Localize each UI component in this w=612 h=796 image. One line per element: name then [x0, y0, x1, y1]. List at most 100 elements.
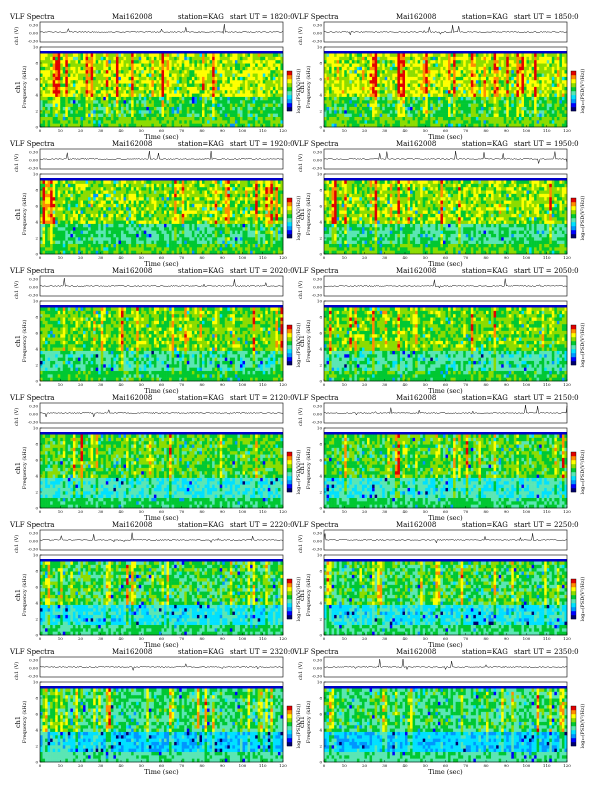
spectrogram-cell	[367, 60, 370, 64]
spectrogram-cell	[327, 80, 330, 84]
spectrogram-cell	[63, 214, 66, 218]
spectrogram-cell	[473, 94, 476, 98]
spectrogram-cell	[101, 114, 104, 118]
spectrogram-cell	[86, 64, 89, 68]
spectrogram-cell	[275, 54, 278, 58]
spectrogram-cell	[210, 64, 213, 68]
spectrogram-cell	[245, 60, 248, 64]
spectrogram-cell	[478, 77, 481, 81]
spectrogram-cell	[461, 94, 464, 98]
spectrogram-cell	[334, 54, 337, 58]
spectrogram-cell	[199, 104, 202, 108]
spectrogram-cell	[96, 237, 99, 241]
spectrogram-cell	[199, 64, 202, 68]
spectrogram-cell	[162, 57, 165, 61]
spectrogram-cell	[327, 54, 330, 58]
spectrogram-cell	[527, 74, 530, 78]
spectrogram-cell	[446, 117, 449, 121]
spectrogram-cell	[539, 87, 542, 91]
spectrogram-cell	[504, 70, 507, 74]
spectrogram-cell	[172, 100, 175, 104]
spectrogram-cell	[63, 231, 66, 235]
spectrogram-cell	[108, 227, 111, 231]
spectrogram-cell	[65, 104, 68, 108]
spectrogram-cell	[418, 64, 421, 68]
spectrogram-cell	[48, 201, 51, 205]
spectrogram-cell	[456, 120, 459, 124]
spectrogram-cell	[347, 87, 350, 91]
spectrogram-cell	[220, 60, 223, 64]
time-tick-label: 40	[402, 128, 408, 133]
spectrogram-cell	[483, 94, 486, 98]
spectrogram-cell	[344, 70, 347, 74]
spectrogram-cell	[463, 110, 466, 114]
spectrogram-cell	[253, 74, 256, 78]
spectrogram-cell	[81, 194, 84, 198]
spectrogram-cell	[263, 120, 266, 124]
spectrogram-cell	[187, 77, 190, 81]
spectrogram-cell	[93, 84, 96, 88]
spectrogram-cell	[532, 100, 535, 104]
spectrogram-cell	[205, 64, 208, 68]
spectrogram-cell	[91, 57, 94, 61]
spectrogram-cell	[463, 67, 466, 71]
spectrogram-cell	[63, 67, 66, 71]
spectrogram-cell	[375, 100, 378, 104]
spectrogram-cell	[243, 90, 246, 94]
spectrogram-cell	[428, 117, 431, 121]
spectrogram-cell	[511, 84, 514, 88]
spectrogram-cell	[75, 120, 78, 124]
spectrogram-cell	[461, 120, 464, 124]
spectrogram-cell	[405, 117, 408, 121]
spectrogram-cell	[377, 110, 380, 114]
spectrogram-cell	[237, 74, 240, 78]
spectrogram-cell	[116, 114, 119, 118]
spectrogram-cell	[344, 90, 347, 94]
spectrogram-cell	[164, 117, 167, 121]
spectrogram-cell	[83, 197, 86, 201]
spectrogram-cell	[476, 110, 479, 114]
spectrogram-cell	[124, 94, 127, 98]
spectrogram-cell	[189, 120, 192, 124]
spectrogram-cell	[270, 100, 273, 104]
spectrogram-cell	[207, 64, 210, 68]
spectrogram-cell	[172, 107, 175, 111]
spectrogram-cell	[68, 54, 71, 58]
spectrogram-cell	[260, 54, 263, 58]
spectrogram-cell	[362, 104, 365, 108]
spectrogram-cell	[327, 97, 330, 101]
spectrogram-cell	[342, 70, 345, 74]
spectrogram-cell	[451, 110, 454, 114]
spectrogram-cell	[354, 107, 357, 111]
freq-axis-sublabel: Frequency (kHz)	[21, 66, 28, 109]
spectrogram-cell	[537, 57, 540, 61]
spectrogram-cell	[58, 90, 61, 94]
spectrogram-cell	[167, 90, 170, 94]
time-tick-label: 30	[98, 128, 104, 133]
spectrogram-cell	[58, 191, 61, 195]
spectrogram-cell	[468, 94, 471, 98]
spectrogram-cell	[103, 247, 106, 251]
spectrogram-cell	[131, 70, 134, 74]
spectrogram-cell	[456, 110, 459, 114]
spectrogram-cell	[121, 97, 124, 101]
spectrogram-cell	[248, 77, 251, 81]
spectrogram-cell	[275, 87, 278, 91]
spectrogram-cell	[116, 64, 119, 68]
spectrogram-cell	[265, 90, 268, 94]
spectrogram-cell	[111, 74, 114, 78]
spectrogram-cell	[156, 100, 159, 104]
spectrogram-cell	[380, 84, 383, 88]
spectrogram-cell	[48, 197, 51, 201]
spectrogram-cell	[268, 97, 271, 101]
spectrogram-cell	[174, 94, 177, 98]
spectrogram-cell	[478, 67, 481, 71]
spectrogram-cell	[210, 90, 213, 94]
spectrogram-cell	[151, 94, 154, 98]
spectrogram-cell	[58, 247, 61, 251]
spectrogram-cell	[199, 90, 202, 94]
spectrogram-cell	[392, 70, 395, 74]
spectrogram-cell	[552, 84, 555, 88]
spectrogram-cell	[367, 64, 370, 68]
spectrogram-cell	[139, 60, 142, 64]
